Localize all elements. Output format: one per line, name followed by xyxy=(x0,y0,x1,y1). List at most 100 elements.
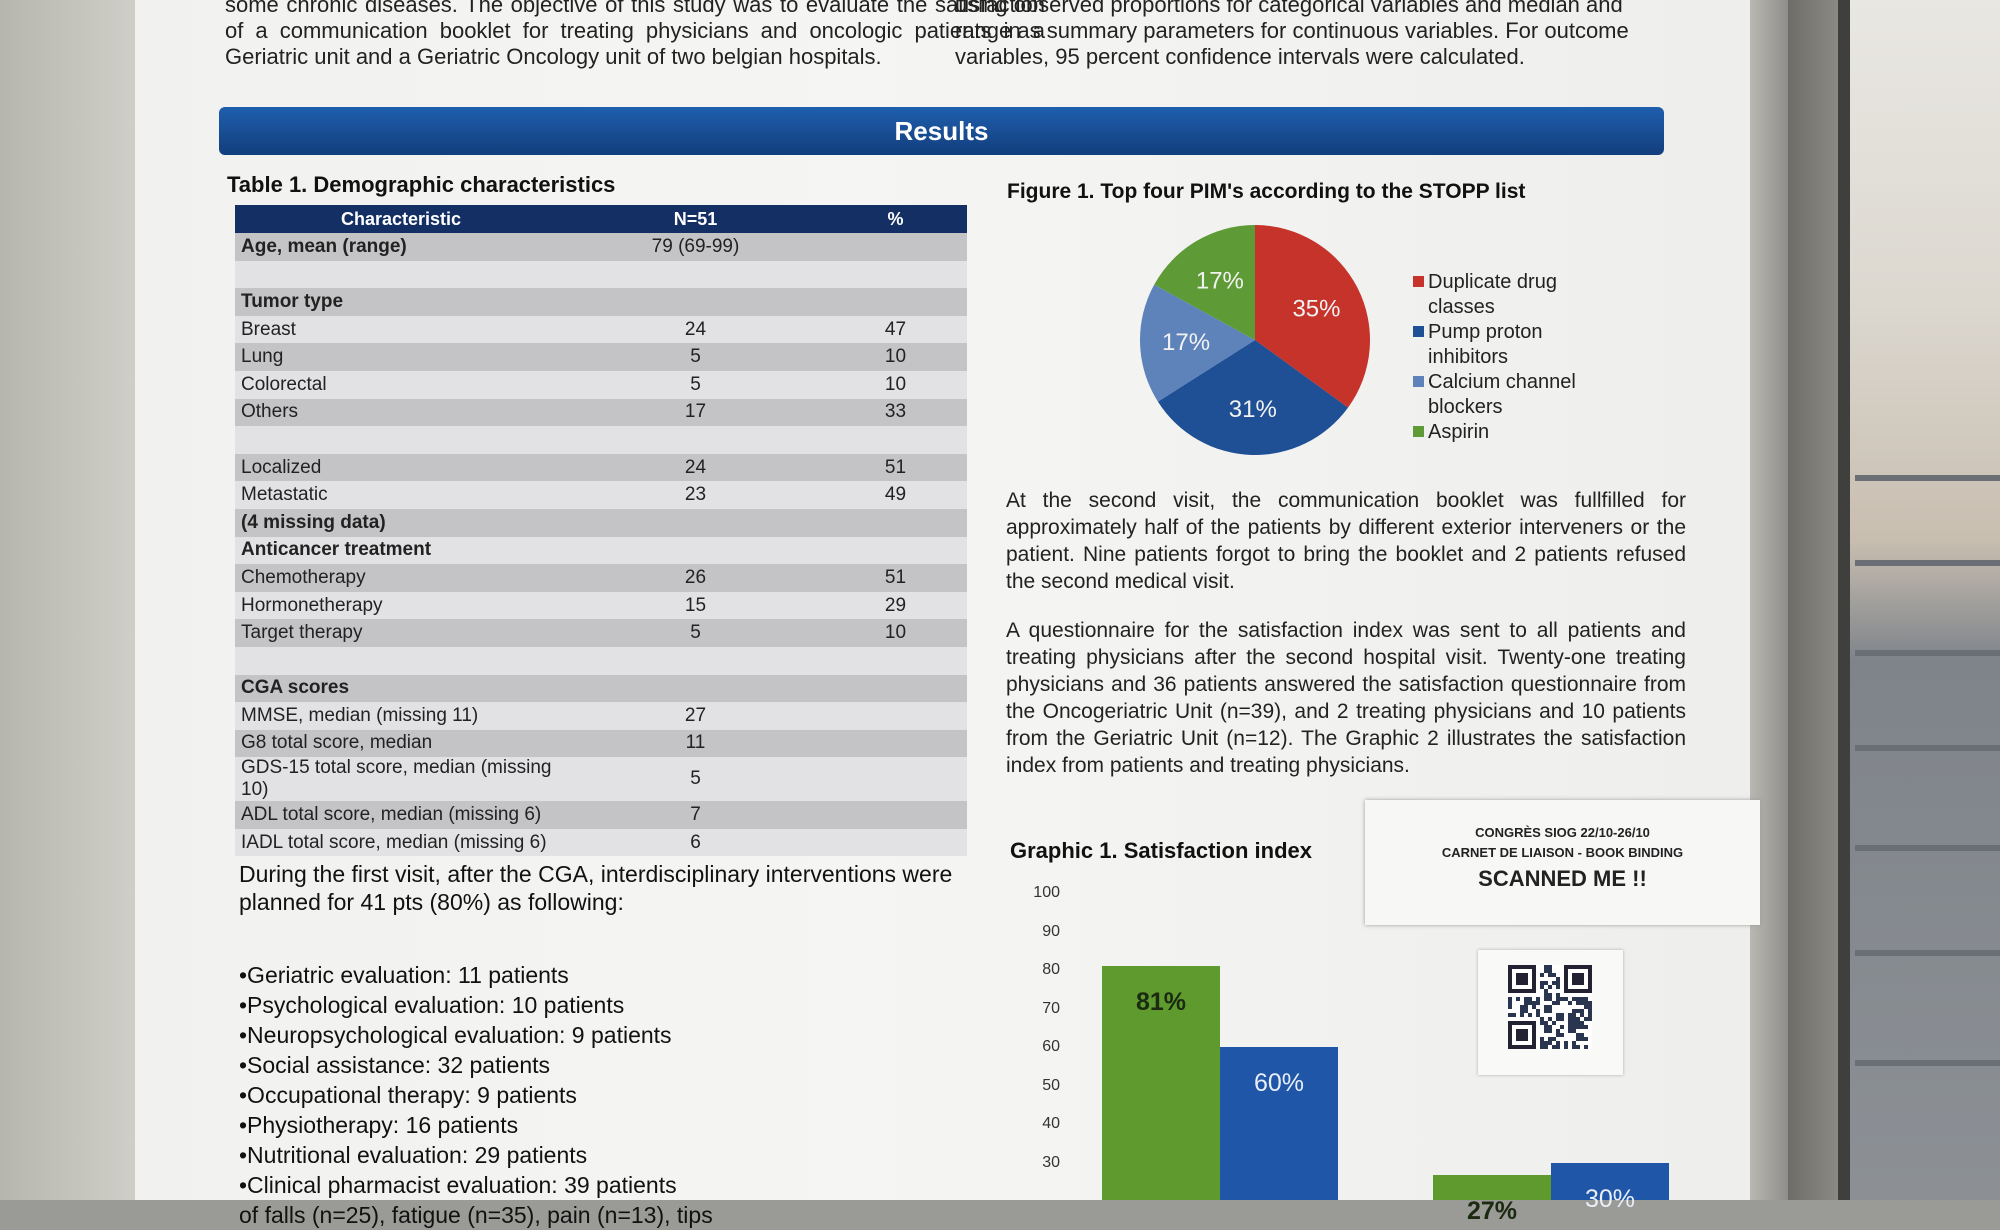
list-item: of falls (n=25), fatigue (n=35), pain (n… xyxy=(239,1202,713,1228)
legend-label: Duplicate drug xyxy=(1428,271,1557,293)
table-row: Hormonetherapy 15 29 xyxy=(235,591,967,620)
intro-objective-text: some chronic diseases. The objective of … xyxy=(225,0,1045,69)
y-tick-label: 40 xyxy=(1042,1115,1060,1133)
row-label: ADL total score, median (missing 6) xyxy=(235,801,567,829)
poster-frame-edge xyxy=(1788,0,1838,1200)
y-tick-label: 30 xyxy=(1042,1154,1060,1171)
pie-legend: Duplicate drug classes Pump proton inhibito… xyxy=(1413,270,1576,445)
card-scan-text: SCANNED ME !! xyxy=(1478,866,1647,891)
pie-chart: 35% 31% 17% 17% xyxy=(1140,225,1370,455)
row-count: 5 xyxy=(567,343,824,371)
table-row: Localized 24 51 xyxy=(235,453,967,482)
list-item: •Geriatric evaluation: 11 patients xyxy=(239,962,569,988)
row-label: GDS-15 total score, median (missing 10) xyxy=(235,757,567,802)
bar-value-label: 81% xyxy=(1135,988,1187,1017)
row-label xyxy=(235,426,567,454)
legend-entry: Calcium channel xyxy=(1413,370,1576,395)
row-label: IADL total score, median (missing 6) xyxy=(235,828,567,857)
row-label xyxy=(235,646,567,675)
questionnaire-paragraph: A questionnaire for the satisfaction ind… xyxy=(1006,619,1686,777)
y-tick-label: 50 xyxy=(1042,1076,1060,1094)
table-row: Breast 24 47 xyxy=(235,315,967,344)
bar-value-label: 60% xyxy=(1253,1069,1305,1098)
card-booklet-text: CARNET DE LIAISON - BOOK BINDING xyxy=(1441,845,1684,860)
legend-label-cont: classes xyxy=(1428,296,1495,318)
legend-label: Calcium channel xyxy=(1428,371,1576,393)
table-header-row: Characteristic N=51 % xyxy=(235,205,967,233)
qr-card: CONGRÈS SIOG 22/10-26/10 CARNET DE LIAIS… xyxy=(1365,800,1760,925)
row-percent: 10 xyxy=(824,343,967,371)
row-percent: 10 xyxy=(824,619,967,647)
table-row xyxy=(235,426,967,454)
list-item: •Psychological evaluation: 10 patients xyxy=(239,992,625,1018)
stair-step xyxy=(1855,845,2000,851)
row-count: 5 xyxy=(567,370,824,399)
row-label xyxy=(235,260,567,289)
bar xyxy=(1220,1047,1338,1200)
stair-step xyxy=(1855,475,2000,481)
table-row: Target therapy 5 10 xyxy=(235,619,967,647)
row-count: 7 xyxy=(567,801,824,829)
row-count: 79 (69-99) xyxy=(567,233,824,261)
stair-step xyxy=(1855,560,2000,566)
row-count: 17 xyxy=(567,398,824,427)
list-item: •Social assistance: 32 patients xyxy=(239,1052,551,1078)
y-tick-label: 70 xyxy=(1042,999,1060,1017)
row-percent xyxy=(824,674,967,703)
legend-entry: Duplicate drug xyxy=(1413,270,1576,295)
first-visit-paragraph: During the first visit, after the CGA, i… xyxy=(239,861,953,915)
table-row: Colorectal 5 10 xyxy=(235,370,967,399)
poster: some chronic diseases. The objective of … xyxy=(135,0,1760,1228)
pie-slice-label: 17% xyxy=(1162,329,1210,356)
table-row: Lung 5 10 xyxy=(235,343,967,371)
row-label: CGA scores xyxy=(235,674,567,703)
qr-code-icon[interactable] xyxy=(1508,965,1592,1049)
table-row: Age, mean (range) 79 (69-99) xyxy=(235,233,967,261)
poster-frame xyxy=(1750,0,1788,1200)
row-label: Age, mean (range) xyxy=(235,233,567,261)
pie-slice xyxy=(1154,225,1255,340)
pie-slice-label: 31% xyxy=(1229,396,1277,423)
legend-swatch xyxy=(1413,276,1424,287)
row-percent xyxy=(824,702,967,730)
wall-left xyxy=(0,0,135,1200)
row-percent: 33 xyxy=(824,398,967,427)
list-item: •Clinical pharmacist evaluation: 39 pati… xyxy=(239,1172,677,1198)
row-count xyxy=(567,536,824,565)
row-label: Colorectal xyxy=(235,370,567,399)
row-label: Metastatic xyxy=(235,481,567,509)
row-count xyxy=(567,288,824,316)
table-row: Metastatic 23 49 xyxy=(235,481,967,509)
row-count: 24 xyxy=(567,453,824,482)
row-percent: 47 xyxy=(824,315,967,344)
results-banner: Results xyxy=(219,107,1664,155)
row-label: Anticancer treatment xyxy=(235,536,567,565)
poster-frame-shadow xyxy=(1838,0,1850,1200)
row-percent xyxy=(824,536,967,565)
column-header: Characteristic xyxy=(235,205,567,233)
row-count: 6 xyxy=(567,828,824,857)
table-row: Others 17 33 xyxy=(235,398,967,427)
pie-slice xyxy=(1140,284,1255,402)
legend-label: Aspirin xyxy=(1428,421,1490,443)
column-header: % xyxy=(824,205,967,233)
row-percent xyxy=(824,288,967,316)
list-item: •Occupational therapy: 9 patients xyxy=(239,1082,577,1108)
legend-entry: Pump proton xyxy=(1413,320,1576,345)
row-percent xyxy=(824,757,967,802)
intro-methods-text: using observed proportions for categoric… xyxy=(955,0,1629,69)
row-count: 15 xyxy=(567,591,824,620)
row-percent xyxy=(824,426,967,454)
row-count xyxy=(567,508,824,537)
table1-title: Table 1. Demographic characteristics xyxy=(227,172,616,197)
row-label: Chemotherapy xyxy=(235,564,567,592)
row-percent xyxy=(824,233,967,261)
bar xyxy=(1551,1163,1669,1200)
list-item: •Physiotherapy: 16 patients xyxy=(239,1112,519,1138)
second-visit-paragraph: At the second visit, the communication b… xyxy=(1006,489,1686,593)
legend-label: Pump proton xyxy=(1428,321,1543,343)
legend-swatch xyxy=(1413,426,1424,437)
table-row: ADL total score, median (missing 6) 7 xyxy=(235,801,967,829)
row-label: Target therapy xyxy=(235,619,567,647)
table-row: G8 total score, median 11 xyxy=(235,729,967,758)
